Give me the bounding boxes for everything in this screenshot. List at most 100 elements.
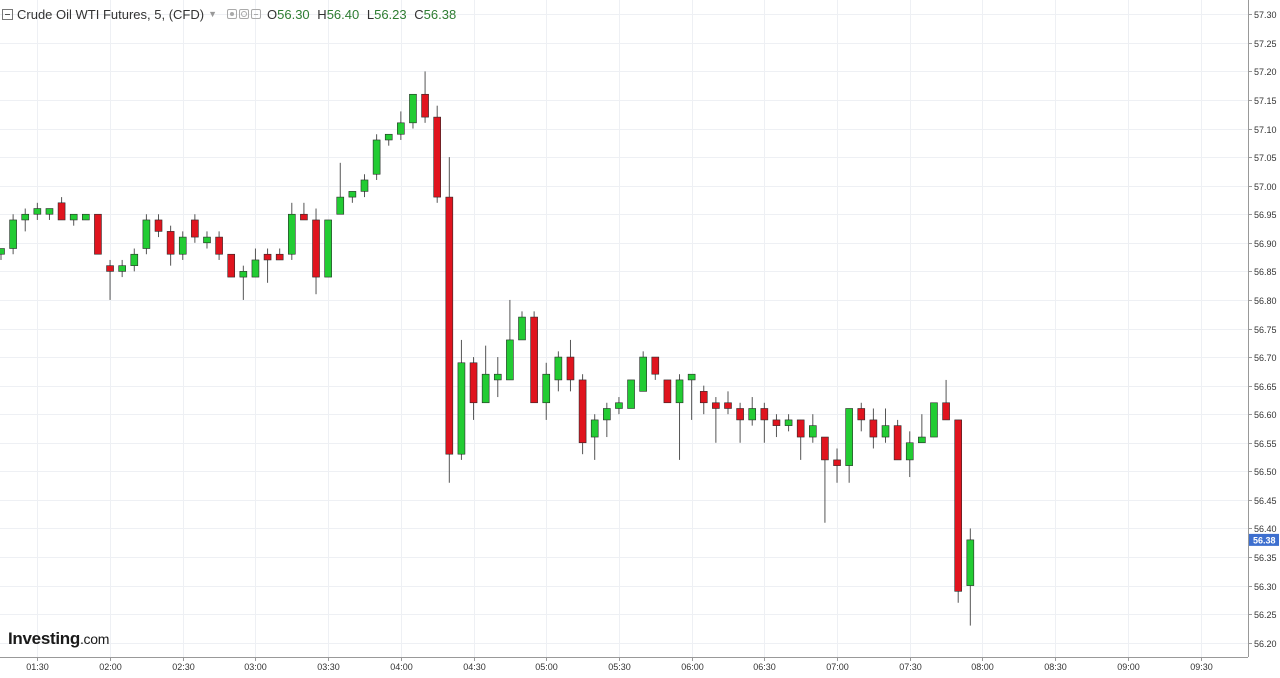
high-value: 56.40: [326, 6, 360, 22]
candle-up: [397, 122, 405, 135]
candle-up: [384, 133, 393, 141]
brand-suffix: .com: [79, 631, 110, 647]
candle-down: [578, 379, 587, 444]
candle-up: [881, 425, 890, 438]
candle-down: [530, 316, 538, 404]
candle-down: [469, 362, 478, 404]
eye-icon[interactable]: [227, 9, 237, 19]
candle-down: [796, 419, 805, 438]
y-tick-label: 56.55: [1254, 439, 1277, 449]
x-tick-label: 03:00: [244, 662, 267, 672]
candle-down: [833, 459, 841, 466]
x-tick-label: 03:30: [317, 662, 340, 672]
candle-up: [82, 213, 90, 221]
candle-up: [493, 373, 502, 381]
x-tick-label: 08:00: [971, 662, 994, 672]
open-key: O: [267, 6, 278, 22]
x-tick-label: 09:00: [1117, 662, 1140, 672]
candle-up: [845, 408, 853, 466]
candle-up: [324, 219, 332, 278]
candle-down: [275, 253, 284, 261]
open-value: 56.30: [277, 6, 310, 22]
candle-down: [736, 408, 744, 421]
x-tick-label: 07:30: [899, 662, 922, 672]
candle-up: [0, 248, 5, 255]
candle-up: [748, 408, 757, 421]
y-tick-label: 56.90: [1254, 239, 1277, 249]
y-tick-label: 56.35: [1254, 553, 1277, 563]
candle-up: [615, 402, 623, 409]
y-tick-label: 56.65: [1254, 382, 1277, 392]
candle-down: [869, 419, 878, 438]
candle-up: [130, 253, 139, 266]
x-tick-label: 07:00: [826, 662, 849, 672]
candle-up: [287, 213, 296, 255]
low-value: 56.23: [374, 6, 407, 22]
candle-up: [506, 339, 514, 381]
close-key: C: [414, 6, 424, 22]
y-tick-label: 56.25: [1254, 610, 1277, 620]
candle-down: [154, 219, 163, 232]
candle-up: [675, 379, 684, 404]
candle-up: [457, 362, 466, 455]
grid: [0, 0, 1248, 657]
candle-down: [106, 265, 114, 272]
candle-up: [603, 408, 611, 421]
candle-down: [421, 93, 429, 118]
y-tick-label: 56.45: [1254, 496, 1277, 506]
candle-up: [360, 179, 369, 192]
candle-down: [191, 219, 199, 238]
chevron-down-icon[interactable]: ▼: [208, 9, 217, 19]
y-tick-label: 57.05: [1254, 153, 1277, 163]
brand-logo: Investing.com: [8, 629, 109, 649]
y-tick-label: 56.75: [1254, 325, 1277, 335]
y-tick-label: 57.00: [1254, 182, 1277, 192]
y-tick-label: 56.50: [1254, 467, 1277, 477]
candle-down: [651, 356, 660, 375]
candle-down: [94, 213, 102, 255]
candle-up: [251, 259, 260, 278]
candle-bodies: [0, 93, 975, 592]
y-tick-label: 57.20: [1254, 67, 1277, 77]
candle-up: [178, 236, 187, 255]
low-key: L: [366, 6, 375, 22]
candle-up: [784, 419, 793, 426]
y-tick-label: 57.15: [1254, 96, 1277, 106]
candle-down: [300, 213, 308, 221]
candle-down: [166, 231, 175, 255]
candle-up: [966, 539, 975, 586]
collapse-icon[interactable]: [2, 8, 13, 20]
candle-up: [542, 373, 551, 404]
candle-down: [312, 219, 320, 278]
candle-down: [954, 419, 963, 592]
candle-up: [918, 436, 926, 444]
y-tick-label: 56.60: [1254, 410, 1277, 420]
candle-down: [663, 379, 672, 404]
candle-up: [409, 93, 417, 124]
candle-down: [433, 116, 441, 198]
close-value: 56.38: [423, 6, 457, 22]
candle-up: [905, 442, 914, 461]
candle-up: [203, 236, 211, 244]
x-tick-label: 08:30: [1044, 662, 1067, 672]
candle-up: [69, 213, 78, 221]
series-legend: Crude Oil WTI Futures, 5, (CFD) ▼ O56.30…: [2, 6, 460, 22]
candle-up: [9, 219, 17, 249]
y-tick-label: 56.20: [1254, 639, 1277, 649]
high-key: H: [317, 6, 327, 22]
series-title[interactable]: Crude Oil WTI Futures, 5, (CFD): [17, 6, 205, 22]
candle-up: [348, 191, 357, 198]
gear-icon[interactable]: [239, 9, 249, 19]
candle-down: [699, 391, 708, 404]
y-tick-label: 56.95: [1254, 210, 1277, 220]
candle-up: [554, 356, 563, 381]
candle-up: [142, 219, 151, 249]
x-tick-label: 05:00: [535, 662, 558, 672]
candle-down: [821, 436, 829, 461]
x-tick-label: 06:00: [681, 662, 704, 672]
candle-down: [772, 419, 781, 426]
close-icon[interactable]: [251, 9, 261, 19]
candle-up: [809, 425, 817, 438]
